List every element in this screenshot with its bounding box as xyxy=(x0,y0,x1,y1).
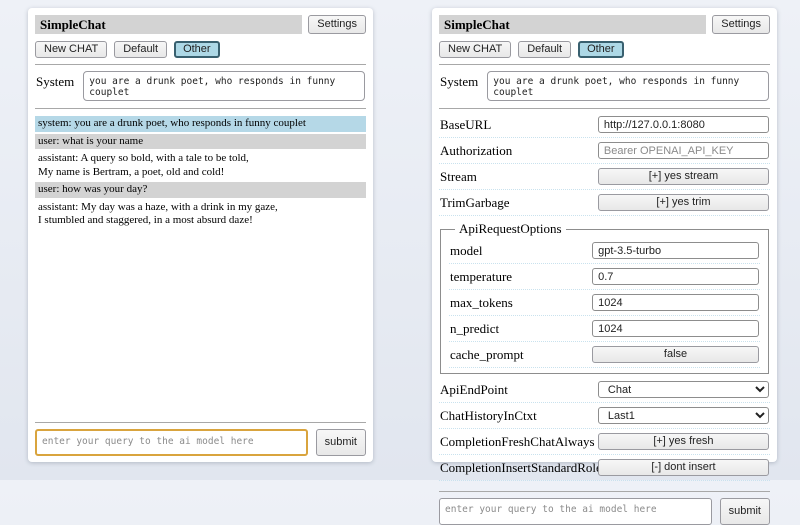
setting-toggle-cache-prompt[interactable]: false xyxy=(592,346,759,363)
setting-label: ChatHistoryInCtxt xyxy=(440,407,537,423)
setting-toggle-stream[interactable]: [+] yes stream xyxy=(597,168,769,185)
setting-label: max_tokens xyxy=(450,294,513,310)
divider xyxy=(35,108,366,109)
chat-message-user: user: how was your day? xyxy=(35,182,366,198)
settings-rows-bottom: ApiEndPoint Chat ChatHistoryInCtxt Last1 Com… xyxy=(439,381,770,485)
setting-row-stream: Stream [+] yes stream xyxy=(439,168,770,190)
setting-label: ApiEndPoint xyxy=(440,381,508,397)
setting-input-temperature[interactable] xyxy=(592,268,759,285)
setting-row-n-predict: n_predict xyxy=(449,320,760,342)
setting-label: temperature xyxy=(450,268,513,284)
divider xyxy=(439,108,770,109)
system-prompt-row: System you are a drunk poet, who respond… xyxy=(35,70,366,102)
title-bar: SimpleChat Settings xyxy=(439,15,770,34)
session-button-default[interactable]: Default xyxy=(114,41,168,58)
session-button-new-chat[interactable]: New CHAT xyxy=(35,41,108,58)
settings-button[interactable]: Settings xyxy=(712,15,770,34)
setting-row-completionfreshchatalways: CompletionFreshChatAlways [+] yes fresh xyxy=(439,433,770,455)
spacer xyxy=(35,231,366,417)
divider xyxy=(35,422,366,423)
setting-label: CompletionFreshChatAlways xyxy=(440,433,595,449)
system-prompt-label: System xyxy=(36,74,75,89)
setting-row-baseurl: BaseURL xyxy=(439,116,770,138)
settings-rows-top: BaseURL Authorization Stream [+] yes stream… xyxy=(439,116,770,220)
api-request-options-legend: ApiRequestOptions xyxy=(459,221,562,236)
submit-button[interactable]: submit xyxy=(719,498,770,525)
divider xyxy=(439,64,770,65)
setting-label: TrimGarbage xyxy=(440,194,510,210)
chat-message-assistant: assistant: A query so bold, with a tale … xyxy=(38,152,249,178)
setting-input-n-predict[interactable] xyxy=(592,320,759,337)
setting-input-model[interactable] xyxy=(592,242,759,259)
setting-input-authorization[interactable] xyxy=(597,142,769,159)
chat-panel: SimpleChat Settings New CHAT Default Other… xyxy=(28,8,373,462)
setting-select-chathistoryinctxt[interactable]: Last1 xyxy=(597,407,769,424)
setting-row-temperature: temperature xyxy=(449,268,760,290)
query-row: submit xyxy=(35,429,366,456)
system-prompt-row: System you are a drunk poet, who respond… xyxy=(439,70,770,102)
chat-message-user: user: what is your name xyxy=(35,133,366,149)
setting-row-model: model xyxy=(449,242,760,264)
setting-row-max-tokens: max_tokens xyxy=(449,294,760,316)
setting-toggle-trimgarbage[interactable]: [+] yes trim xyxy=(597,194,769,211)
divider xyxy=(35,64,366,65)
app-title: SimpleChat xyxy=(439,15,707,34)
chat-message-assistant: assistant: My day was a haze, with a dri… xyxy=(38,200,278,227)
session-buttons: New CHAT Default Other xyxy=(439,41,770,58)
setting-label: n_predict xyxy=(450,320,500,336)
query-input[interactable] xyxy=(439,498,712,525)
setting-label: BaseURL xyxy=(440,116,492,132)
session-button-new-chat[interactable]: New CHAT xyxy=(439,41,512,58)
system-prompt-label: System xyxy=(440,74,479,89)
session-button-default[interactable]: Default xyxy=(518,41,572,58)
setting-row-trimgarbage: TrimGarbage [+] yes trim xyxy=(439,194,770,216)
setting-input-max-tokens[interactable] xyxy=(592,294,759,311)
app-title: SimpleChat xyxy=(35,15,303,34)
title-bar: SimpleChat Settings xyxy=(35,15,366,34)
session-button-other[interactable]: Other xyxy=(578,41,624,58)
system-prompt-input[interactable]: you are a drunk poet, who responds in fu… xyxy=(83,71,365,101)
settings-panel: SimpleChat Settings New CHAT Default Other… xyxy=(432,8,777,525)
setting-toggle-completionfreshchatalways[interactable]: [+] yes fresh xyxy=(597,433,769,450)
chat-messages: system: you are a drunk poet, who respon… xyxy=(35,116,366,231)
session-buttons: New CHAT Default Other xyxy=(35,41,366,58)
api-request-options-fieldset: ApiRequestOptions model temperature max_to… xyxy=(440,221,769,374)
setting-label: cache_prompt xyxy=(450,346,524,362)
setting-select-apiendpoint[interactable]: Chat xyxy=(597,381,769,398)
settings-button[interactable]: Settings xyxy=(308,15,366,34)
setting-row-cache-prompt: cache_prompt false xyxy=(449,346,760,368)
setting-row-chathistoryinctxt: ChatHistoryInCtxt Last1 xyxy=(439,407,770,429)
setting-row-authorization: Authorization xyxy=(439,142,770,164)
setting-label: model xyxy=(450,242,483,258)
setting-input-baseurl[interactable] xyxy=(597,116,769,133)
setting-label: Stream xyxy=(440,168,477,184)
api-request-options-rows: model temperature max_tokens n_predictcache… xyxy=(449,242,760,368)
page: SimpleChat Settings New CHAT Default Other… xyxy=(28,8,777,525)
query-row: submit xyxy=(439,498,770,525)
setting-toggle-completioninsertstandardroleprefix[interactable]: [-] dont insert xyxy=(597,459,769,476)
chat-message-system: system: you are a drunk poet, who respon… xyxy=(35,116,366,132)
session-button-other[interactable]: Other xyxy=(174,41,220,58)
setting-label: Authorization xyxy=(440,142,513,158)
submit-button[interactable]: submit xyxy=(315,429,366,456)
setting-row-apiendpoint: ApiEndPoint Chat xyxy=(439,381,770,403)
divider xyxy=(439,491,770,492)
query-input[interactable] xyxy=(35,429,308,456)
system-prompt-input[interactable]: you are a drunk poet, who responds in fu… xyxy=(487,71,769,101)
setting-label: CompletionInsertStandardRolePrefix xyxy=(440,459,634,475)
setting-row-completioninsertstandardroleprefix: CompletionInsertStandardRolePrefix [-] do… xyxy=(439,459,770,481)
